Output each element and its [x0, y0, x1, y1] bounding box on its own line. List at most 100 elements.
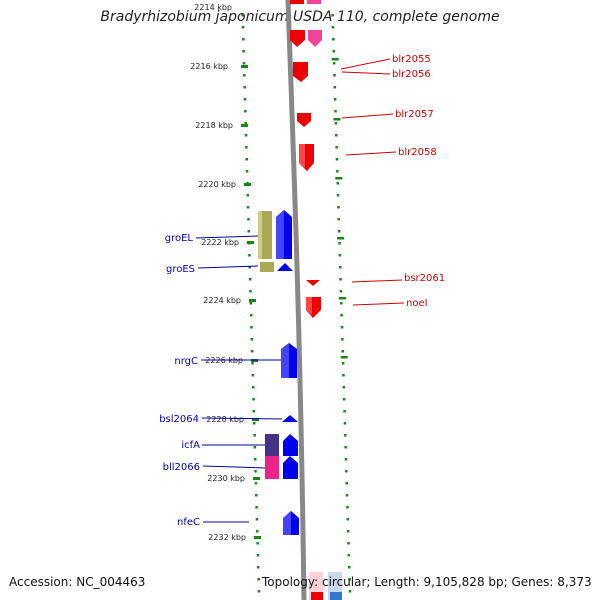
tick-dot — [243, 98, 247, 101]
gene-label-blr2058[interactable]: blr2058 — [398, 147, 437, 158]
tick-dot — [348, 566, 351, 569]
tick-dot — [333, 86, 337, 89]
gene-label-noeI[interactable]: noeI — [406, 298, 428, 309]
tick-dot — [251, 386, 255, 389]
tick-dot — [342, 398, 346, 401]
tick-dot — [339, 266, 342, 269]
tick-dot — [242, 50, 245, 53]
tick-dot — [247, 230, 250, 233]
tick-dot — [250, 326, 253, 329]
tick-dot — [242, 38, 245, 41]
tick-dot — [241, 26, 245, 29]
tick-dot — [333, 98, 337, 101]
gene-label-blr2057[interactable]: blr2057 — [395, 109, 434, 120]
tick-dot — [346, 506, 349, 509]
tick-dot — [343, 422, 347, 425]
tick-dot — [256, 542, 259, 545]
tick-dot — [251, 362, 254, 365]
tick-dot — [249, 302, 253, 305]
tick-dot — [335, 158, 339, 161]
feature-top-red-block — [290, 30, 305, 47]
gene-label-nfeC[interactable]: nfeC — [177, 517, 200, 528]
gene-label-groES[interactable]: groES — [166, 264, 195, 275]
gene-label-blr2056[interactable]: blr2056 — [392, 69, 431, 80]
tick-dot — [246, 206, 250, 209]
gene-label-bll2066[interactable]: bll2066 — [163, 462, 200, 473]
tick-dot — [248, 266, 251, 269]
ruler-label: 2232 kbp — [208, 533, 246, 542]
tick-dot — [346, 530, 350, 533]
tick-dot — [255, 506, 258, 509]
tick-dot — [345, 494, 349, 497]
feature-blr2057 — [297, 113, 311, 127]
tick-dot — [255, 518, 259, 521]
ruler-tick-2214: 2214 kbp — [194, 3, 232, 12]
right-labels: blr2055 blr2056 blr2057 blr2058 bsr2061 … — [392, 54, 445, 309]
tick-dot — [347, 554, 351, 557]
tick-dot — [345, 482, 348, 485]
tick-dot — [254, 482, 258, 485]
genome-axis — [285, 0, 307, 600]
gene-label-blr2055[interactable]: blr2055 — [392, 54, 431, 65]
tick-dot — [250, 350, 254, 353]
ruler-tick-2232: 2232 kbp — [208, 533, 261, 542]
left-labels: groEL groES nrgC bsl2064 icfA bll2066 nf… — [159, 233, 200, 528]
ruler-tick-2228: 2228 kbp — [206, 415, 259, 424]
tick-dot — [331, 26, 335, 29]
ruler-tick-2216: 2216 kbp — [190, 62, 248, 71]
tick-dot — [336, 182, 339, 185]
tick-dot — [348, 578, 351, 581]
feature-icfA — [283, 434, 298, 456]
forward-features — [258, 210, 299, 535]
tick-dot — [342, 374, 345, 377]
feature-icfA-annotation — [265, 434, 279, 456]
gene-label-bsl2064[interactable]: bsl2064 — [159, 414, 199, 425]
gene-label-nrgC[interactable]: nrgC — [174, 356, 198, 367]
tick-dot — [254, 458, 257, 461]
tick-dot — [346, 518, 349, 521]
tick-dot — [253, 422, 256, 425]
tick-dot — [255, 494, 258, 497]
feature-bottom-red — [311, 592, 323, 600]
tick-dot — [337, 230, 341, 233]
tick-dot — [348, 590, 352, 593]
tick-dash — [335, 177, 343, 180]
tick-dot — [341, 350, 344, 353]
ruler-label: 2228 kbp — [206, 415, 244, 424]
tick-dot — [250, 338, 254, 341]
tick-dot — [252, 410, 256, 413]
tick-dash — [337, 237, 345, 240]
tick-dot — [339, 290, 343, 293]
feature-top-pink — [307, 0, 321, 4]
tick-dot — [244, 122, 247, 125]
tick-dot — [254, 470, 257, 473]
tick-dash — [331, 58, 339, 61]
feature-groES — [277, 263, 293, 271]
ruler-label: 2214 kbp — [194, 3, 232, 12]
gene-label-icfA[interactable]: icfA — [181, 440, 200, 451]
gene-label-bsr2061[interactable]: bsr2061 — [404, 273, 445, 284]
tick-dot — [253, 434, 256, 437]
accession-text: Accession: NC_004463 — [9, 575, 146, 589]
tick-dot — [243, 74, 246, 77]
tick-dot — [347, 542, 350, 545]
feature-bll2066-annotation — [265, 456, 279, 479]
feature-bsl2064 — [282, 415, 298, 422]
ruler-label: 2222 kbp — [201, 238, 239, 247]
tick-dot — [257, 578, 260, 581]
gene-label-groEL[interactable]: groEL — [165, 233, 194, 244]
tick-dot — [244, 134, 248, 137]
tick-dot — [244, 110, 247, 113]
tick-dot — [242, 62, 246, 65]
tick-dot — [337, 206, 340, 209]
ruler-tick-2230: 2230 kbp — [207, 474, 260, 483]
ruler-tick-2218: 2218 kbp — [195, 121, 248, 130]
ruler-tick-2224: 2224 kbp — [203, 296, 256, 305]
tick-dot — [241, 14, 244, 17]
tick-dot — [344, 434, 347, 437]
tick-dot — [332, 38, 335, 41]
tick-dot — [337, 218, 340, 221]
tick-dot — [342, 386, 346, 389]
reverse-features — [290, 0, 342, 600]
